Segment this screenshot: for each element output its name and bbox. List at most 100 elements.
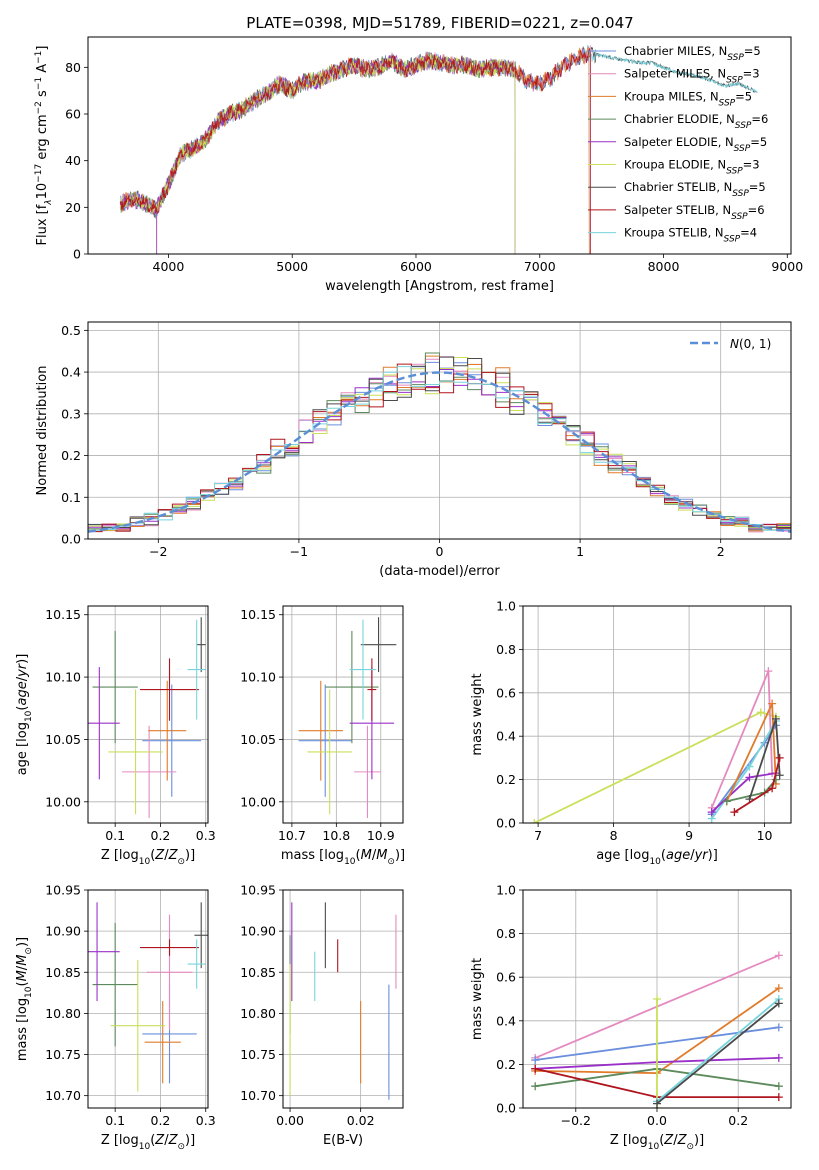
weight-marker <box>771 714 780 723</box>
label-part: Salpeter MILES, N <box>624 67 726 81</box>
x-tick-label: 9 <box>685 828 693 843</box>
weight-marker <box>775 753 784 762</box>
label-part: λ <box>44 199 54 205</box>
plot-area <box>119 44 758 254</box>
legend-entry: Chabrier ELODIE, NSSP=6 <box>624 112 768 131</box>
x-tick-label: 8 <box>610 828 618 843</box>
label-part: Z <box>168 848 179 863</box>
label-part: 10 <box>24 986 34 998</box>
weight-marker <box>774 1082 783 1091</box>
y-tick-label: 20 <box>65 200 81 215</box>
x-tick-label: 7000 <box>524 259 556 274</box>
x-tick-label: −1 <box>290 544 308 559</box>
legend-entry: Chabrier STELIB, NSSP=5 <box>624 180 766 199</box>
label-part: SSP <box>735 121 752 131</box>
weight-marker <box>531 1056 540 1065</box>
label-part: age <box>15 681 30 705</box>
label-part: s <box>35 90 50 101</box>
label-part: Z [log <box>610 1133 648 1148</box>
label-part: ( <box>150 848 155 863</box>
label-part: yr <box>15 662 30 678</box>
x-tick-label: −0.2 <box>561 1113 591 1128</box>
y-tick-label: 10.95 <box>240 883 276 898</box>
label-part: =5 <box>735 89 752 103</box>
label-part: M <box>361 848 372 863</box>
x-tick-label: 9000 <box>771 259 803 274</box>
y-tick-label: 10.15 <box>45 607 81 622</box>
label-part: 10 <box>139 1142 151 1152</box>
x-tick-label: 5000 <box>276 259 308 274</box>
x-tick-label: 0.1 <box>105 828 125 843</box>
x-tick-label: 10.9 <box>367 828 395 843</box>
axes-frame <box>87 889 209 1109</box>
y-tick-label: 10.10 <box>45 670 81 685</box>
legend-entry: Chabrier MILES, NSSP=5 <box>624 44 761 63</box>
label-part: 10 <box>35 183 50 200</box>
label-part: Flux [f <box>35 204 50 245</box>
y-axis-label: mass weight <box>470 673 485 755</box>
spectrum-line <box>119 48 591 254</box>
label-part: SSP <box>719 98 736 108</box>
label-part: Salpeter STELIB, N <box>624 203 731 217</box>
label-part: =5 <box>744 44 761 58</box>
legend-entry: Kroupa MILES, NSSP=5 <box>624 89 752 108</box>
age-vs-mass-panel: 10.7 10.8 10.9 10.00 10.05 10.10 10.15 mass [lo… <box>240 605 405 867</box>
label-part: )] <box>708 848 718 863</box>
histogram-step <box>88 363 791 533</box>
label-part: =3 <box>743 67 760 81</box>
label-part: 10 <box>344 857 356 867</box>
label-part: ( <box>15 981 30 986</box>
weight-marker <box>531 1064 540 1073</box>
weight-marker <box>771 775 780 784</box>
y-tick-label: 0.8 <box>496 926 516 941</box>
x-tick-label: 10.7 <box>278 828 306 843</box>
label-part: =5 <box>749 180 766 194</box>
y-tick-label: 0.4 <box>496 1013 516 1028</box>
label-part: age [log <box>15 722 30 775</box>
residuals-panel: −2 −1 0 1 2 0.0 0.1 0.2 0.3 0.4 0.5 N(0, 1) (data-mo… <box>35 321 792 579</box>
y-tick-label: 40 <box>65 153 81 168</box>
x-axis-label: Z [log10(Z/Z⊙)] <box>610 1133 704 1152</box>
x-tick-label: 0.3 <box>196 1113 216 1128</box>
x-tick-label: 0.2 <box>151 828 171 843</box>
weight-marker <box>764 667 773 676</box>
label-part: SSP <box>726 76 743 86</box>
y-tick-label: 10.00 <box>45 794 81 809</box>
weight-marker <box>774 999 783 1008</box>
x-tick-label: 0.02 <box>347 1113 375 1128</box>
y-axis-label: Flux [fλ10−17 erg cm−2 s−1 A−1] <box>34 46 54 246</box>
y-tick-label: 0 <box>73 247 81 262</box>
weight-marker <box>531 1082 540 1091</box>
axes-frame <box>522 605 792 824</box>
y-tick-label: 0.0 <box>496 816 516 831</box>
legend-entry: Salpeter MILES, NSSP=3 <box>624 67 760 86</box>
weight-marker <box>745 773 754 782</box>
mass-vs-metallicity-panel: 0.1 0.2 0.3 10.70 10.75 10.80 10.85 10.90 10.95 Z… <box>15 883 216 1153</box>
x-axis-label: age [log10(age/yr)] <box>596 848 718 867</box>
x-axis-label: mass [log10(M/M⊙)] <box>281 848 405 867</box>
label-part: (0, 1) <box>739 337 771 351</box>
plot-area <box>88 352 791 533</box>
y-tick-label: 10.70 <box>240 1088 276 1103</box>
label-part: SSP <box>732 189 749 199</box>
label-part: ⊙ <box>177 857 185 867</box>
x-tick-label: 0 <box>436 544 444 559</box>
label-part: =3 <box>743 158 760 172</box>
y-tick-label: 10.75 <box>240 1047 276 1062</box>
weight-line <box>656 998 780 1103</box>
weight-marker <box>774 1093 783 1102</box>
label-part: 10 <box>24 710 34 722</box>
label-part: yr <box>694 848 710 863</box>
label-part: =4 <box>740 226 757 240</box>
label-part: SSP <box>726 167 743 177</box>
figure-title: PLATE=0398, MJD=51789, FIBERID=0221, z=0… <box>246 14 633 32</box>
label-part: ( <box>356 848 361 863</box>
legend-entry: Salpeter STELIB, NSSP=6 <box>624 203 765 222</box>
y-tick-label: 0.4 <box>496 729 516 744</box>
y-axis-label: mass [log10(M/M⊙)] <box>15 937 34 1061</box>
x-tick-label: 2 <box>717 544 725 559</box>
label-part: ( <box>150 1133 155 1148</box>
weight-marker <box>768 784 777 793</box>
label-part: Chabrier MILES, N <box>624 44 727 58</box>
plot-area <box>88 617 206 819</box>
